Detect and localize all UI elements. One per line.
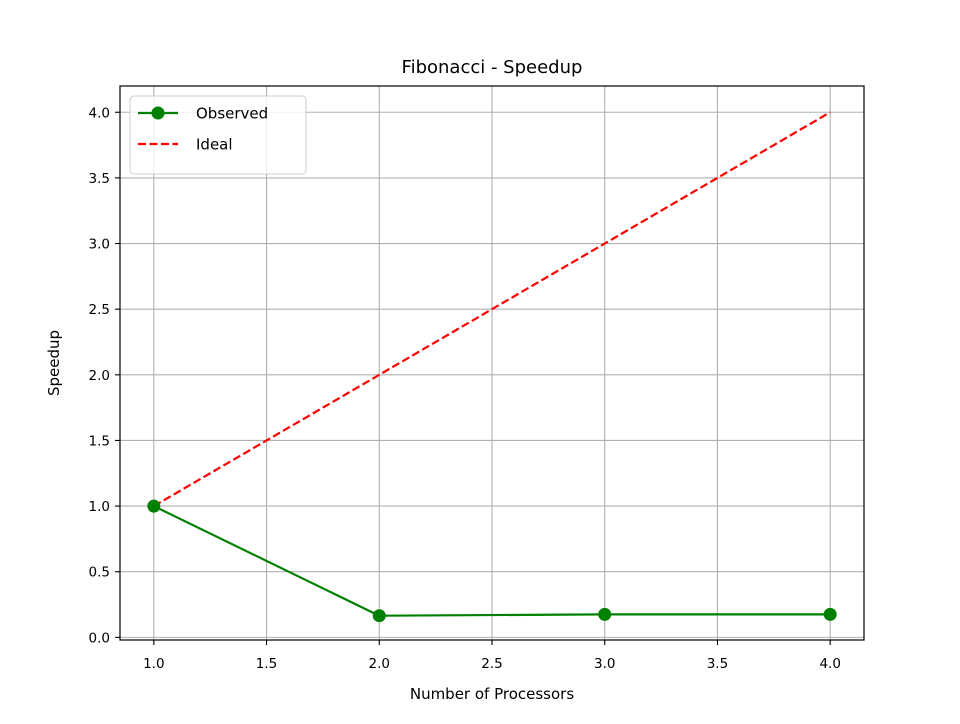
axis-ticks: 1.0 1.5 2.0 2.5 3.0 3.5 4.0 0.0 0.5 1.0 1.5 2.0 2.5 3… xyxy=(89,105,841,672)
legend-marker-observed xyxy=(151,106,165,120)
x-tick-label: 3.5 xyxy=(707,656,728,672)
y-tick-label: 1.0 xyxy=(89,499,110,515)
legend-label-observed: Observed xyxy=(196,105,268,123)
x-tick-label: 1.5 xyxy=(256,656,277,672)
y-tick-label: 3.5 xyxy=(89,171,110,187)
series-line-ideal xyxy=(153,111,831,508)
y-tick-label: 0.0 xyxy=(89,630,110,646)
x-tick-label: 2.5 xyxy=(481,656,502,672)
series-line-observed xyxy=(153,505,831,617)
x-axis-label: Number of Processors xyxy=(410,685,574,703)
chart-title: Fibonacci - Speedup xyxy=(402,57,583,78)
x-tick-label: 4.0 xyxy=(819,656,840,672)
x-tick-label: 1.0 xyxy=(143,656,164,672)
y-tick-label: 2.0 xyxy=(89,368,110,384)
x-tick-label: 3.0 xyxy=(594,656,615,672)
legend: Observed Ideal xyxy=(129,95,307,175)
y-tick-label: 2.5 xyxy=(89,302,110,318)
series-lines xyxy=(147,111,837,623)
data-point-observed xyxy=(147,499,161,513)
y-tick-label: 4.0 xyxy=(89,105,110,121)
y-tick-label: 3.0 xyxy=(89,237,110,253)
y-axis-label: Speedup xyxy=(45,330,63,396)
data-point-observed xyxy=(598,607,612,621)
x-tick-label: 2.0 xyxy=(369,656,390,672)
legend-box xyxy=(129,95,307,175)
data-point-observed xyxy=(823,607,837,621)
y-tick-label: 1.5 xyxy=(89,433,110,449)
legend-label-ideal: Ideal xyxy=(196,136,233,154)
data-point-observed xyxy=(372,609,386,623)
y-tick-label: 0.5 xyxy=(89,565,110,581)
